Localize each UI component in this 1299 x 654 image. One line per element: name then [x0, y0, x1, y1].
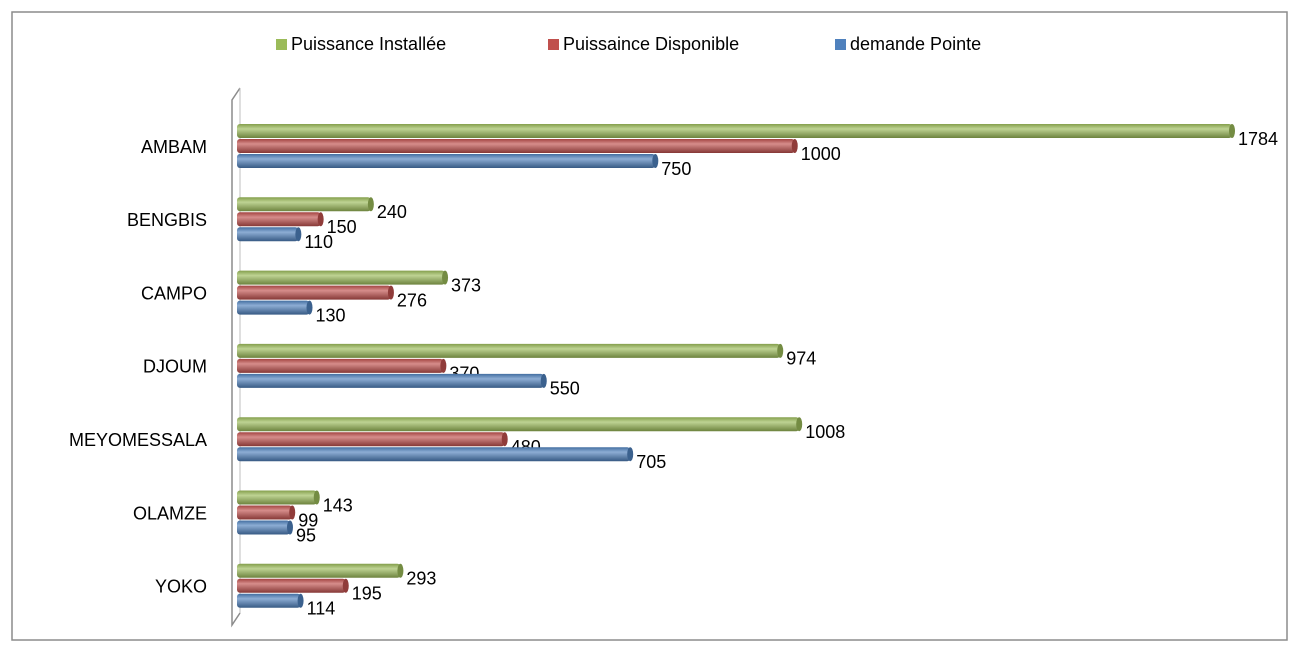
bar: [237, 432, 505, 447]
data-label: 373: [451, 275, 481, 295]
data-label: 110: [304, 232, 333, 252]
bar: [237, 417, 800, 432]
bar: [237, 300, 310, 315]
bar-cap: [342, 578, 349, 593]
y-tick-label: BENGBIS: [127, 210, 207, 230]
data-label: 750: [661, 159, 691, 179]
bar: [237, 343, 781, 358]
bar: [237, 373, 544, 388]
legend-label: Puissance Installée: [291, 34, 446, 54]
bar-cap: [367, 197, 374, 212]
bar-cap: [297, 593, 304, 608]
y-tick-label: DJOUM: [143, 357, 207, 377]
chart-border: [11, 11, 1288, 641]
bar-cap: [295, 227, 302, 242]
y-tick-label: YOKO: [155, 577, 207, 597]
data-label: 974: [786, 349, 816, 369]
bar: [237, 285, 391, 300]
bar: [237, 490, 317, 505]
bar: [237, 270, 446, 285]
data-label: 114: [307, 599, 336, 619]
y-tick-label: AMBAM: [141, 137, 207, 157]
bar-cap: [791, 139, 798, 153]
legend-swatch: [548, 39, 559, 50]
bar: [237, 212, 321, 227]
bar: [237, 227, 299, 242]
bar-cap: [777, 343, 784, 358]
legend-label: demande Pointe: [850, 34, 981, 54]
bar-cap: [289, 505, 296, 520]
legend-swatch: [276, 39, 287, 50]
legend-label: Puissaince Disponible: [563, 34, 739, 54]
bar-cap: [1229, 124, 1235, 138]
bar-cap: [627, 447, 634, 462]
y-tick-label: OLAMZE: [133, 503, 207, 523]
bar-cap: [440, 358, 447, 373]
bar-cap: [313, 490, 320, 505]
bar: [237, 154, 656, 168]
bar-cap: [387, 285, 394, 300]
bar: [237, 358, 444, 373]
bar: [237, 578, 346, 593]
bar: [237, 197, 371, 212]
legend-swatch: [835, 39, 846, 50]
data-label: 1000: [801, 144, 841, 164]
data-label: 550: [550, 379, 580, 399]
data-label: 293: [406, 569, 436, 589]
data-label: 195: [352, 584, 382, 604]
bar-cap: [442, 270, 449, 285]
bar-cap: [501, 432, 508, 447]
bar-cap: [397, 563, 404, 578]
data-label: 240: [377, 202, 407, 222]
y-tick-label: MEYOMESSALA: [69, 430, 207, 450]
data-label: 143: [323, 495, 353, 515]
bar: [237, 124, 1232, 138]
bar-cap: [540, 373, 547, 388]
bar: [237, 505, 293, 520]
data-label: 150: [327, 217, 357, 237]
data-label: 95: [296, 525, 316, 545]
bar-cap: [652, 154, 659, 168]
data-label: 276: [397, 290, 427, 310]
y-tick-label: CAMPO: [141, 283, 207, 303]
data-label: 99: [298, 510, 318, 530]
bar-cap: [317, 212, 324, 227]
bar: [237, 563, 401, 578]
data-label: 1784: [1238, 129, 1278, 149]
bar-cap: [796, 417, 803, 432]
bar-cap: [286, 520, 293, 535]
bar-cap: [306, 300, 313, 315]
bar: [237, 139, 795, 153]
bar: [237, 447, 631, 462]
data-label: 130: [316, 305, 346, 325]
data-label: 705: [636, 452, 666, 472]
data-label: 1008: [805, 422, 845, 442]
bar: [237, 593, 301, 608]
axis-wall: [231, 87, 241, 628]
bar: [237, 520, 290, 535]
